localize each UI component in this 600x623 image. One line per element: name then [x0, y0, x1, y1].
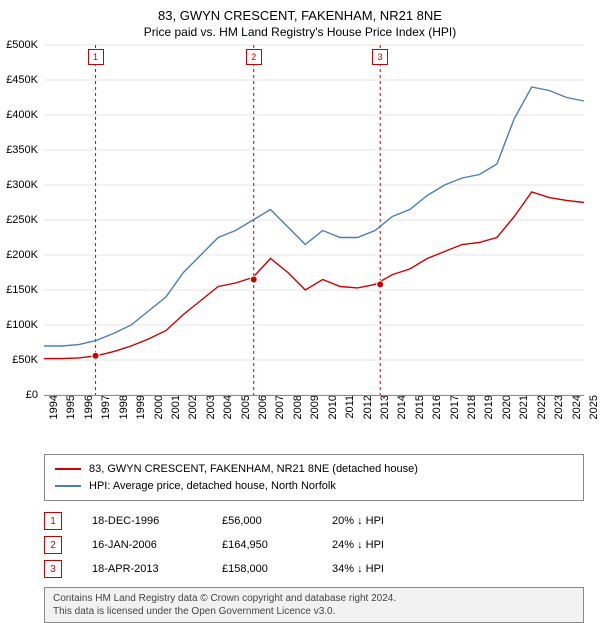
- marker-badge-icon: 3: [44, 560, 62, 578]
- plot-area: £0£50K£100K£150K£200K£250K£300K£350K£400…: [44, 45, 584, 396]
- x-tick-label: 1996: [83, 395, 95, 419]
- x-tick-label: 2001: [170, 395, 182, 419]
- marker-badge-icon: 1: [44, 512, 62, 530]
- x-tick-label: 2016: [431, 395, 443, 419]
- x-tick-label: 2013: [379, 395, 391, 419]
- x-tick-label: 2002: [187, 395, 199, 419]
- x-tick-label: 2014: [396, 395, 408, 419]
- x-tick-label: 1995: [65, 395, 77, 419]
- y-tick-label: £500K: [0, 39, 38, 51]
- markers-table: 1 18-DEC-1996 £56,000 20% ↓ HPI 2 16-JAN…: [44, 509, 584, 581]
- x-tick-label: 2000: [153, 395, 165, 419]
- legend-swatch-icon: [55, 485, 81, 487]
- y-tick-label: £350K: [0, 144, 38, 156]
- marker-row: 1 18-DEC-1996 £56,000 20% ↓ HPI: [44, 509, 584, 533]
- legend: 83, GWYN CRESCENT, FAKENHAM, NR21 8NE (d…: [44, 454, 584, 501]
- legend-swatch-icon: [55, 468, 81, 470]
- marker-date: 16-JAN-2006: [92, 539, 192, 551]
- marker-date: 18-DEC-1996: [92, 515, 192, 527]
- y-tick-label: £450K: [0, 74, 38, 86]
- x-tick-label: 2018: [466, 395, 478, 419]
- x-tick-label: 2023: [553, 395, 565, 419]
- chart-title: 83, GWYN CRESCENT, FAKENHAM, NR21 8NE: [0, 0, 600, 23]
- x-tick-label: 2009: [309, 395, 321, 419]
- x-tick-label: 2012: [362, 395, 374, 419]
- y-tick-label: £50K: [0, 354, 38, 366]
- x-tick-label: 2010: [327, 395, 339, 419]
- y-tick-label: £300K: [0, 179, 38, 191]
- x-tick-label: 2004: [222, 395, 234, 419]
- x-tick-label: 1994: [48, 395, 60, 419]
- plot-svg: [44, 45, 584, 395]
- y-tick-label: £0: [0, 389, 38, 401]
- x-tick-label: 2019: [483, 395, 495, 419]
- marker-row: 2 16-JAN-2006 £164,950 24% ↓ HPI: [44, 533, 584, 557]
- y-tick-label: £400K: [0, 109, 38, 121]
- chart-container: 83, GWYN CRESCENT, FAKENHAM, NR21 8NE Pr…: [0, 0, 600, 590]
- chart-marker-badge-icon: 2: [246, 49, 262, 65]
- marker-pct: 34% ↓ HPI: [332, 563, 432, 575]
- x-tick-label: 1997: [100, 395, 112, 419]
- marker-price: £158,000: [222, 563, 302, 575]
- y-tick-label: £250K: [0, 214, 38, 226]
- x-tick-label: 2007: [274, 395, 286, 419]
- x-tick-label: 2024: [571, 395, 583, 419]
- x-tick-label: 2021: [518, 395, 530, 419]
- marker-row: 3 18-APR-2013 £158,000 34% ↓ HPI: [44, 557, 584, 581]
- x-tick-label: 2025: [588, 395, 600, 419]
- marker-pct: 20% ↓ HPI: [332, 515, 432, 527]
- chart-subtitle: Price paid vs. HM Land Registry's House …: [0, 23, 600, 45]
- legend-item: 83, GWYN CRESCENT, FAKENHAM, NR21 8NE (d…: [55, 461, 573, 478]
- x-tick-label: 2005: [240, 395, 252, 419]
- marker-price: £164,950: [222, 539, 302, 551]
- legend-label: HPI: Average price, detached house, Nort…: [89, 478, 336, 495]
- marker-badge-icon: 2: [44, 536, 62, 554]
- x-axis-ticks: 1994 1995 1996 1997 1998 1999 2000 2001 2002 2003…: [44, 395, 584, 445]
- footer-attribution: Contains HM Land Registry data © Crown c…: [44, 587, 584, 623]
- x-tick-label: 2017: [449, 395, 461, 419]
- marker-pct: 24% ↓ HPI: [332, 539, 432, 551]
- footer-line: Contains HM Land Registry data © Crown c…: [53, 592, 575, 605]
- x-tick-label: 1999: [135, 395, 147, 419]
- marker-price: £56,000: [222, 515, 302, 527]
- footer-line: This data is licensed under the Open Gov…: [53, 605, 575, 618]
- x-tick-label: 2003: [205, 395, 217, 419]
- marker-date: 18-APR-2013: [92, 563, 192, 575]
- y-tick-label: £100K: [0, 319, 38, 331]
- x-tick-label: 2020: [501, 395, 513, 419]
- x-tick-label: 2022: [536, 395, 548, 419]
- chart-marker-badge-icon: 3: [372, 49, 388, 65]
- legend-label: 83, GWYN CRESCENT, FAKENHAM, NR21 8NE (d…: [89, 461, 418, 478]
- chart-marker-badge-icon: 1: [88, 49, 104, 65]
- y-tick-label: £200K: [0, 249, 38, 261]
- x-tick-label: 2008: [292, 395, 304, 419]
- x-tick-label: 2006: [257, 395, 269, 419]
- y-tick-label: £150K: [0, 284, 38, 296]
- x-tick-label: 2015: [414, 395, 426, 419]
- x-tick-label: 1998: [118, 395, 130, 419]
- x-tick-label: 2011: [344, 395, 356, 419]
- legend-item: HPI: Average price, detached house, Nort…: [55, 478, 573, 495]
